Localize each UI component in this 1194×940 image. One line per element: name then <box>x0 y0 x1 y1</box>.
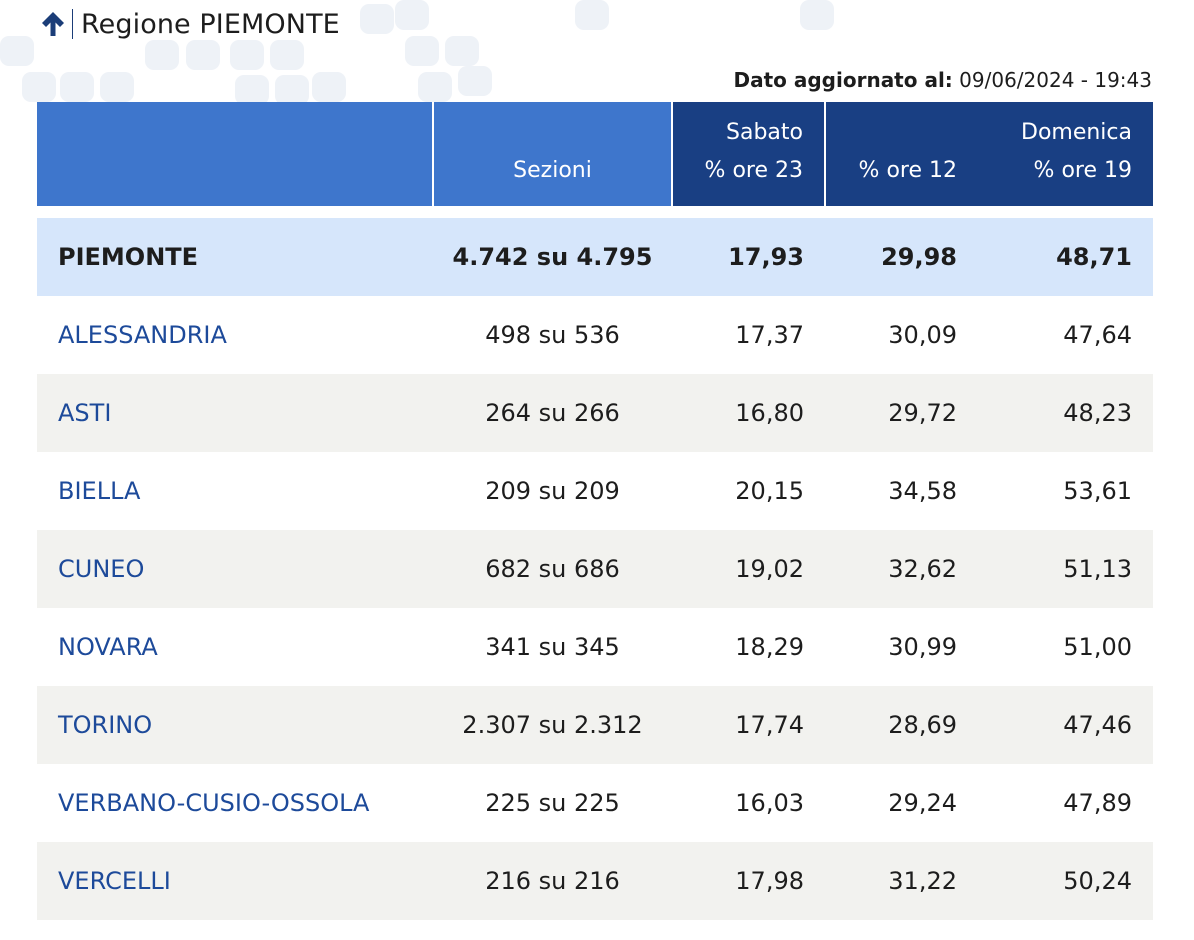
sezioni-cell: 2.307 su 2.312 <box>433 686 672 764</box>
province-link[interactable]: TORINO <box>37 686 433 764</box>
table-header-row: Sezioni Sabato % ore 23 % ore 12 Domenic… <box>37 102 1153 206</box>
dom12-cell: 32,62 <box>825 530 978 608</box>
dom12-cell: 34,58 <box>825 452 978 530</box>
region-dom19: 48,71 <box>978 218 1153 296</box>
province-link[interactable]: CUNEO <box>37 530 433 608</box>
sezioni-cell: 225 su 225 <box>433 764 672 842</box>
background-pattern <box>0 0 900 110</box>
sab23-cell: 17,98 <box>672 842 825 920</box>
last-updated-value: 09/06/2024 - 19:43 <box>959 68 1152 92</box>
page-header: Regione PIEMONTE <box>38 6 340 42</box>
dom19-cell: 48,23 <box>978 374 1153 452</box>
header-sabato-label: Sabato <box>726 120 803 145</box>
table-row: TORINO 2.307 su 2.312 17,74 28,69 47,46 <box>37 686 1153 764</box>
arrow-up-icon[interactable] <box>38 9 68 39</box>
sab23-cell: 16,03 <box>672 764 825 842</box>
turnout-table: Sezioni Sabato % ore 23 % ore 12 Domenic… <box>37 102 1153 920</box>
header-name-column <box>37 102 434 206</box>
dom12-cell: 31,22 <box>825 842 978 920</box>
province-link[interactable]: ASTI <box>37 374 433 452</box>
table-row: ASTI 264 su 266 16,80 29,72 48,23 <box>37 374 1153 452</box>
header-domenica-12-label: % ore 12 <box>858 158 957 183</box>
table-row: NOVARA 341 su 345 18,29 30,99 51,00 <box>37 608 1153 686</box>
dom19-cell: 51,00 <box>978 608 1153 686</box>
dom19-cell: 50,24 <box>978 842 1153 920</box>
sab23-cell: 16,80 <box>672 374 825 452</box>
title-separator <box>72 9 73 39</box>
region-total-row: PIEMONTE 4.742 su 4.795 17,93 29,98 48,7… <box>37 218 1153 296</box>
region-name: PIEMONTE <box>37 218 433 296</box>
dom12-cell: 29,24 <box>825 764 978 842</box>
sezioni-cell: 264 su 266 <box>433 374 672 452</box>
sezioni-cell: 216 su 216 <box>433 842 672 920</box>
dom19-cell: 47,46 <box>978 686 1153 764</box>
sezioni-cell: 341 su 345 <box>433 608 672 686</box>
sezioni-cell: 682 su 686 <box>433 530 672 608</box>
region-sab23: 17,93 <box>672 218 825 296</box>
dom19-cell: 47,64 <box>978 296 1153 374</box>
dom19-cell: 47,89 <box>978 764 1153 842</box>
dom12-cell: 29,72 <box>825 374 978 452</box>
header-sabato-23-label: % ore 23 <box>704 158 803 183</box>
header-spacer <box>37 206 1153 218</box>
table-row: ALESSANDRIA 498 su 536 17,37 30,09 47,64 <box>37 296 1153 374</box>
sab23-cell: 17,37 <box>672 296 825 374</box>
province-link[interactable]: ALESSANDRIA <box>37 296 433 374</box>
sezioni-cell: 498 su 536 <box>433 296 672 374</box>
header-sezioni-label: Sezioni <box>513 158 592 183</box>
dom12-cell: 28,69 <box>825 686 978 764</box>
region-dom12: 29,98 <box>825 218 978 296</box>
province-link[interactable]: VERBANO-CUSIO-OSSOLA <box>37 764 433 842</box>
table-row: VERCELLI 216 su 216 17,98 31,22 50,24 <box>37 842 1153 920</box>
province-link[interactable]: NOVARA <box>37 608 433 686</box>
header-domenica-19-label: % ore 19 <box>1033 158 1132 183</box>
sezioni-cell: 209 su 209 <box>433 452 672 530</box>
header-domenica-12: % ore 12 <box>825 102 978 206</box>
sab23-cell: 20,15 <box>672 452 825 530</box>
header-domenica-19: Domenica % ore 19 <box>978 102 1153 206</box>
page-title: Regione PIEMONTE <box>81 8 340 40</box>
last-updated: Dato aggiornato al: 09/06/2024 - 19:43 <box>734 68 1153 92</box>
last-updated-label: Dato aggiornato al: <box>733 68 953 92</box>
province-link[interactable]: BIELLA <box>37 452 433 530</box>
table-row: BIELLA 209 su 209 20,15 34,58 53,61 <box>37 452 1153 530</box>
dom19-cell: 53,61 <box>978 452 1153 530</box>
table-row: CUNEO 682 su 686 19,02 32,62 51,13 <box>37 530 1153 608</box>
header-sabato-23: Sabato % ore 23 <box>672 102 826 206</box>
dom12-cell: 30,09 <box>825 296 978 374</box>
header-sezioni: Sezioni <box>433 102 673 206</box>
province-link[interactable]: VERCELLI <box>37 842 433 920</box>
region-sezioni: 4.742 su 4.795 <box>433 218 672 296</box>
dom19-cell: 51,13 <box>978 530 1153 608</box>
sab23-cell: 17,74 <box>672 686 825 764</box>
sab23-cell: 19,02 <box>672 530 825 608</box>
header-domenica-label: Domenica <box>1021 120 1132 145</box>
dom12-cell: 30,99 <box>825 608 978 686</box>
sab23-cell: 18,29 <box>672 608 825 686</box>
table-row: VERBANO-CUSIO-OSSOLA 225 su 225 16,03 29… <box>37 764 1153 842</box>
